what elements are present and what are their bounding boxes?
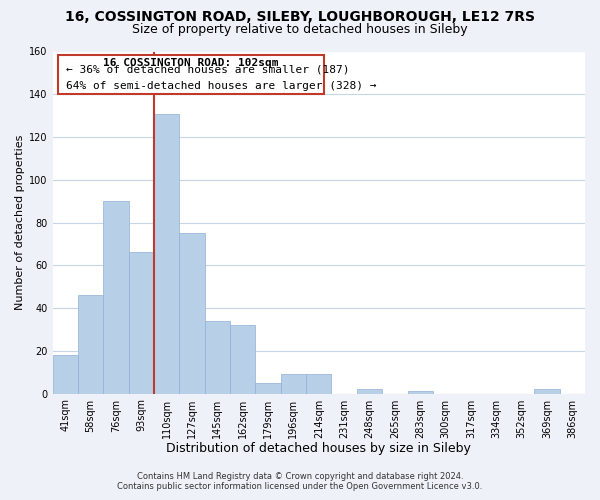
Text: 64% of semi-detached houses are larger (328) →: 64% of semi-detached houses are larger (…: [66, 80, 376, 90]
Bar: [306, 374, 331, 394]
Text: 16 COSSINGTON ROAD: 102sqm: 16 COSSINGTON ROAD: 102sqm: [103, 58, 279, 68]
Bar: [407, 392, 433, 394]
Bar: [256, 383, 281, 394]
Text: Size of property relative to detached houses in Sileby: Size of property relative to detached ho…: [132, 22, 468, 36]
Y-axis label: Number of detached properties: Number of detached properties: [15, 135, 25, 310]
Bar: [281, 374, 306, 394]
Bar: [78, 295, 103, 394]
Bar: [230, 325, 256, 394]
Bar: [357, 390, 382, 394]
X-axis label: Distribution of detached houses by size in Sileby: Distribution of detached houses by size …: [166, 442, 471, 455]
Text: ← 36% of detached houses are smaller (187): ← 36% of detached houses are smaller (18…: [66, 65, 349, 75]
Bar: [53, 355, 78, 394]
Text: Contains public sector information licensed under the Open Government Licence v3: Contains public sector information licen…: [118, 482, 482, 491]
Bar: [179, 233, 205, 394]
Bar: [205, 321, 230, 394]
Text: Contains HM Land Registry data © Crown copyright and database right 2024.: Contains HM Land Registry data © Crown c…: [137, 472, 463, 481]
Bar: [154, 114, 179, 394]
Text: 16, COSSINGTON ROAD, SILEBY, LOUGHBOROUGH, LE12 7RS: 16, COSSINGTON ROAD, SILEBY, LOUGHBOROUG…: [65, 10, 535, 24]
Bar: [128, 252, 154, 394]
Bar: [103, 201, 128, 394]
FancyBboxPatch shape: [58, 55, 324, 94]
Bar: [534, 390, 560, 394]
